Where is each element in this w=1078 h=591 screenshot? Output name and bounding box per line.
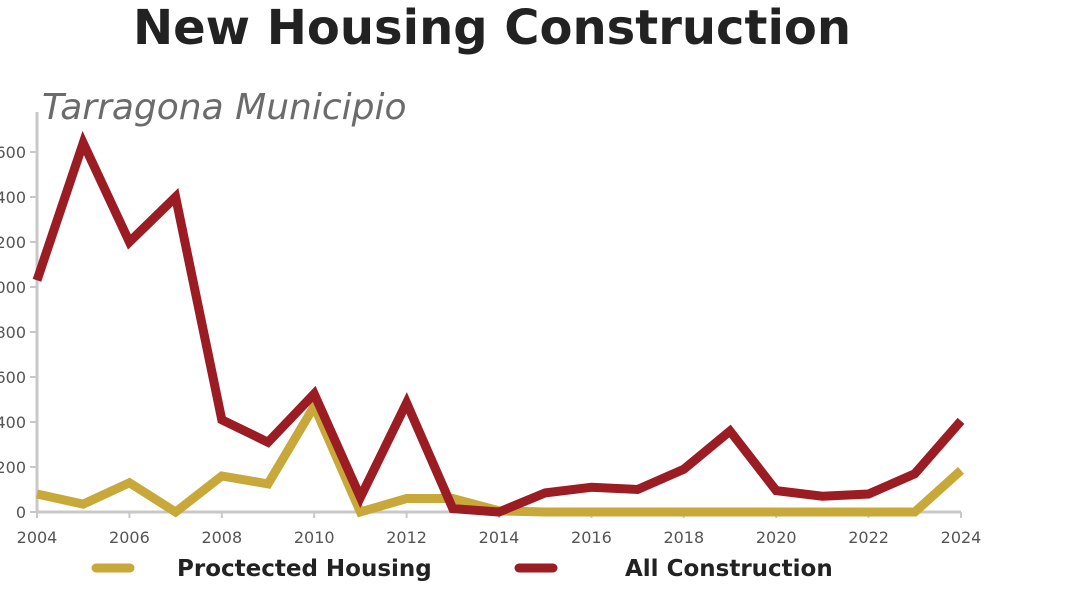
- x-tick-label: 2010: [294, 528, 335, 547]
- x-tick-label: 2014: [479, 528, 520, 547]
- x-tick-label: 2022: [848, 528, 889, 547]
- legend-label-proctected-housing: Proctected Housing: [177, 556, 432, 582]
- y-tick-label: 400: [0, 413, 26, 432]
- y-tick-label: 600: [0, 368, 26, 387]
- x-tick-label: 2024: [941, 528, 982, 547]
- y-tick-label: 200: [0, 458, 26, 477]
- y-tick-label: 1000: [0, 278, 26, 297]
- legend: Proctected Housing All Construction: [91, 556, 833, 582]
- x-tick-label: 2012: [386, 528, 427, 547]
- x-tick-label: 2016: [571, 528, 612, 547]
- x-axis-ticks: 2004 2006 2008 2010 2012 2014 2016 2018 2020 2022…: [17, 512, 982, 547]
- series-line-all-construction: [32, 130, 965, 517]
- y-tick-label: 1200: [0, 233, 26, 252]
- series-layer: [32, 130, 965, 518]
- x-tick-label: 2004: [17, 528, 58, 547]
- x-tick-label: 2018: [663, 528, 704, 547]
- y-tick-label: 800: [0, 323, 26, 342]
- chart-subtitle: Tarragona Municipio: [42, 87, 407, 128]
- chart-title: New Housing Construction: [133, 0, 851, 56]
- x-tick-label: 2006: [109, 528, 150, 547]
- y-tick-label: 1400: [0, 188, 26, 207]
- legend-label-all-construction: All Construction: [625, 556, 833, 582]
- y-tick-label: 1600: [0, 143, 26, 162]
- y-tick-label: 0: [16, 503, 26, 522]
- x-tick-label: 2020: [756, 528, 797, 547]
- x-tick-label: 2008: [201, 528, 242, 547]
- y-axis-ticks: 0 200 400 600 800 1000 1200 1400 1600: [0, 143, 37, 522]
